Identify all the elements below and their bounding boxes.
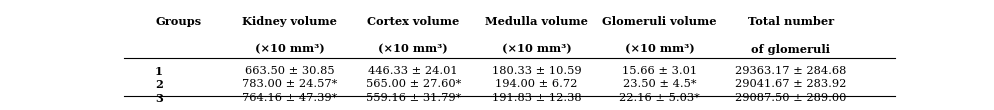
Text: 2: 2	[155, 79, 163, 90]
Text: 22.16 ± 5.03*: 22.16 ± 5.03*	[619, 93, 700, 103]
Text: Medulla volume: Medulla volume	[485, 16, 587, 27]
Text: 446.33 ± 24.01: 446.33 ± 24.01	[369, 66, 458, 76]
Text: 559.16 ± 31.79*: 559.16 ± 31.79*	[366, 93, 461, 103]
Text: of glomeruli: of glomeruli	[751, 44, 830, 55]
Text: 29041.67 ± 283.92: 29041.67 ± 283.92	[735, 79, 846, 89]
Text: 783.00 ± 24.57*: 783.00 ± 24.57*	[243, 79, 338, 89]
Text: Cortex volume: Cortex volume	[367, 16, 459, 27]
Text: 764.16 ± 47.39*: 764.16 ± 47.39*	[243, 93, 338, 103]
Text: 663.50 ± 30.85: 663.50 ± 30.85	[246, 66, 335, 76]
Text: (×10 mm³): (×10 mm³)	[625, 44, 695, 55]
Text: Groups: Groups	[155, 16, 201, 27]
Text: (×10 mm³): (×10 mm³)	[502, 44, 572, 55]
Text: Kidney volume: Kidney volume	[243, 16, 337, 27]
Text: 29087.50 ± 289.00: 29087.50 ± 289.00	[735, 93, 846, 103]
Text: 565.00 ± 27.60*: 565.00 ± 27.60*	[366, 79, 461, 89]
Text: (×10 mm³): (×10 mm³)	[379, 44, 448, 55]
Text: 15.66 ± 3.01: 15.66 ± 3.01	[622, 66, 697, 76]
Text: 1: 1	[155, 66, 163, 77]
Text: 29363.17 ± 284.68: 29363.17 ± 284.68	[735, 66, 846, 76]
Text: 191.83 ± 12.38: 191.83 ± 12.38	[492, 93, 581, 103]
Text: 23.50 ± 4.5*: 23.50 ± 4.5*	[623, 79, 697, 89]
Text: (×10 mm³): (×10 mm³)	[255, 44, 325, 55]
Text: Total number: Total number	[747, 16, 834, 27]
Text: 194.00 ± 6.72: 194.00 ± 6.72	[495, 79, 578, 89]
Text: 3: 3	[155, 93, 163, 104]
Text: 180.33 ± 10.59: 180.33 ± 10.59	[492, 66, 581, 76]
Text: Glomeruli volume: Glomeruli volume	[602, 16, 717, 27]
